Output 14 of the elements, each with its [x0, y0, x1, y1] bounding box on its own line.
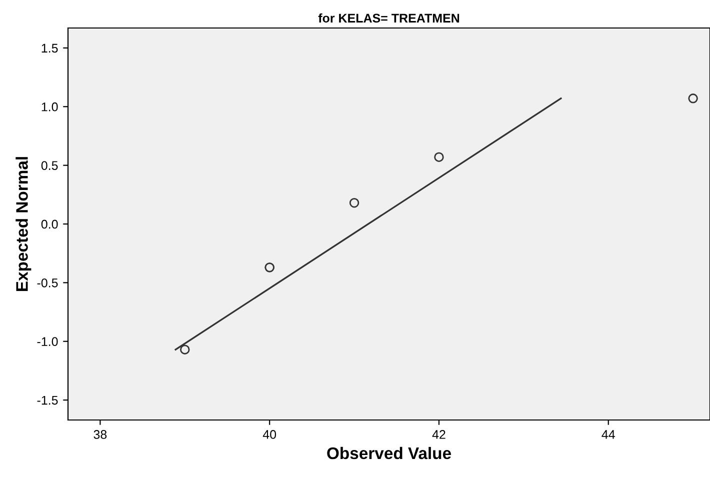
x-tick-label: 44	[602, 430, 615, 439]
y-tick-label: -1.5	[37, 396, 58, 405]
y-tick-label: 1.0	[42, 102, 58, 112]
x-tick-label: 42	[432, 430, 446, 439]
y-tick-label: 0.0	[41, 220, 58, 229]
x-tick-label: 38	[94, 430, 107, 439]
x-tick-label: 40	[262, 430, 276, 439]
chart-title: for KELAS= TREATMEN	[318, 13, 460, 23]
y-tick-label: -1.0	[37, 337, 58, 346]
y-tick-label: 0.5	[41, 161, 58, 170]
y-axis-title: Expected Normal	[16, 157, 32, 291]
x-axis-title: Observed Value	[327, 446, 451, 460]
y-tick-label: -0.5	[37, 278, 58, 288]
y-tick-label: 1.5	[42, 44, 58, 53]
